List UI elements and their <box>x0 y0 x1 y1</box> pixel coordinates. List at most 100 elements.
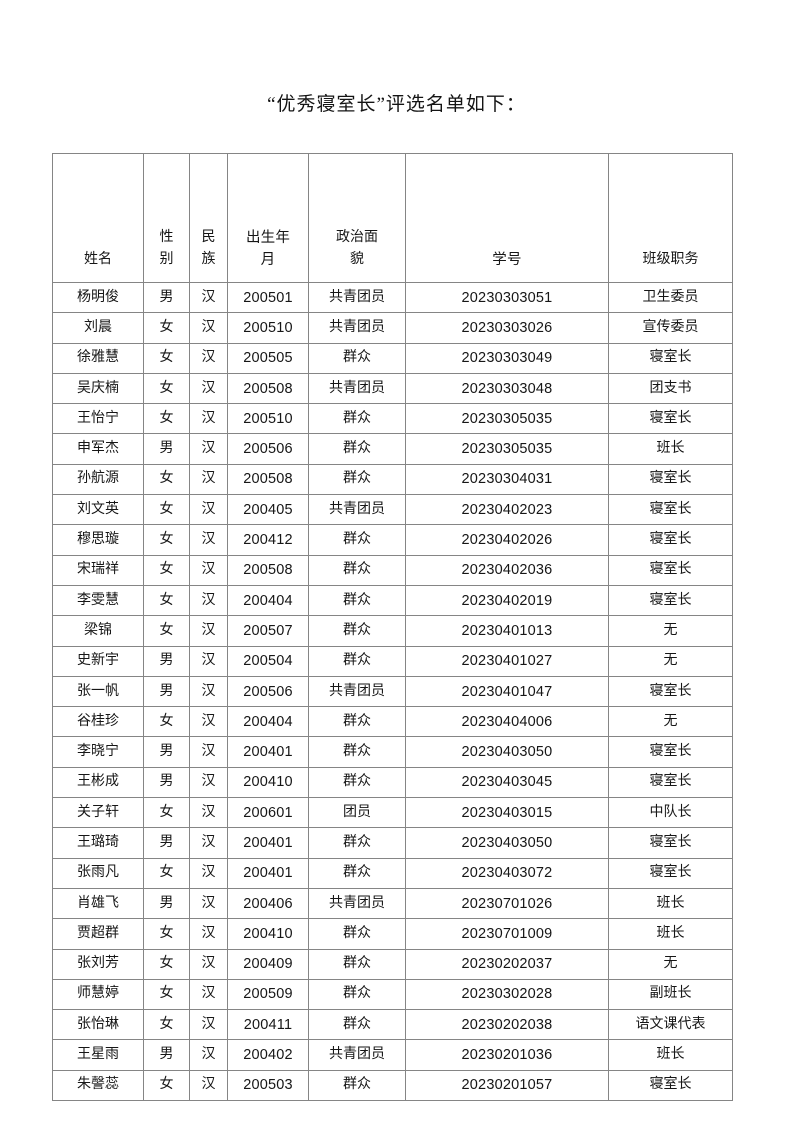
cell-student-id: 20230402019 <box>405 584 609 617</box>
cell-gender: 女 <box>143 524 190 556</box>
cell-political: 群众 <box>308 645 406 677</box>
table-row: 吴庆楠女汉 200508 共青团员 20230303048 团支书 <box>52 372 733 405</box>
cell-birth: 200507 <box>227 615 309 647</box>
cell-position: 寝室长 <box>608 524 733 556</box>
cell-gender: 女 <box>143 372 190 405</box>
cell-ethnicity: 汉 <box>189 1039 228 1071</box>
cell-gender: 女 <box>143 554 190 586</box>
cell-birth: 200508 <box>227 463 309 496</box>
cell-birth: 200410 <box>227 918 309 950</box>
cell-birth: 200401 <box>227 857 309 889</box>
cell-gender: 女 <box>143 978 190 1011</box>
cell-name: 杨明俊 <box>52 281 144 314</box>
cell-ethnicity: 汉 <box>189 797 228 829</box>
cell-name: 刘文英 <box>52 494 144 526</box>
cell-ethnicity: 汉 <box>189 857 228 889</box>
cell-name: 申军杰 <box>52 433 144 465</box>
table-row: 肖雄飞男汉 200406 共青团员 20230701026 班长 <box>52 887 733 920</box>
table-row: 杨明俊男汉 200501 共青团员 20230303051 卫生委员 <box>52 281 733 314</box>
cell-ethnicity: 汉 <box>189 312 228 344</box>
header-cell-student-id: 学号 <box>405 153 609 283</box>
cell-student-id: 20230701009 <box>405 918 609 950</box>
cell-position: 寝室长 <box>608 342 733 374</box>
header-cell-gender: 性 别 <box>143 153 190 283</box>
cell-ethnicity: 汉 <box>189 1009 228 1041</box>
table-row: 史新宇男汉 200504 群众 20230401027 无 <box>52 645 733 677</box>
cell-name: 王璐琦 <box>52 827 144 859</box>
cell-birth: 200401 <box>227 827 309 859</box>
table-row: 王彬成男汉 200410 群众 20230403045 寝室长 <box>52 766 733 799</box>
cell-ethnicity: 汉 <box>189 342 228 374</box>
table-row: 李雯慧女汉 200404 群众 20230402019 寝室长 <box>52 584 733 617</box>
table-row: 朱謦蕊女汉 200503 群众 20230201057 寝室长 <box>52 1069 733 1102</box>
cell-name: 梁锦 <box>52 615 144 647</box>
cell-political: 共青团员 <box>308 494 406 526</box>
cell-student-id: 20230403072 <box>405 857 609 889</box>
cell-gender: 女 <box>143 857 190 889</box>
table-row: 谷桂珍女汉 200404 群众 20230404006 无 <box>52 706 733 738</box>
cell-position: 寝室长 <box>608 766 733 799</box>
cell-student-id: 20230305035 <box>405 433 609 465</box>
table-row: 孙航源女汉 200508 群众 20230304031 寝室长 <box>52 463 733 496</box>
cell-position: 班长 <box>608 918 733 950</box>
header-cell-birth: 出生年 月 <box>227 153 309 283</box>
cell-name: 张一帆 <box>52 675 144 708</box>
cell-birth: 200506 <box>227 675 309 708</box>
cell-political: 群众 <box>308 554 406 586</box>
cell-political: 群众 <box>308 342 406 374</box>
cell-gender: 女 <box>143 1009 190 1041</box>
cell-ethnicity: 汉 <box>189 554 228 586</box>
table-row: 王星雨男汉 200402 共青团员 20230201036 班长 <box>52 1039 733 1071</box>
table-row: 张怡琳女汉 200411 群众 20230202038 语文课代表 <box>52 1009 733 1041</box>
cell-position: 寝室长 <box>608 675 733 708</box>
cell-political: 群众 <box>308 857 406 889</box>
cell-position: 班长 <box>608 433 733 465</box>
cell-position: 寝室长 <box>608 1069 733 1102</box>
cell-name: 师慧婷 <box>52 978 144 1011</box>
cell-political: 群众 <box>308 948 406 980</box>
cell-birth: 200405 <box>227 494 309 526</box>
cell-name: 李雯慧 <box>52 584 144 617</box>
table-row: 张刘芳女汉 200409 群众 20230202037 无 <box>52 948 733 980</box>
cell-position: 无 <box>608 948 733 980</box>
cell-ethnicity: 汉 <box>189 887 228 920</box>
cell-ethnicity: 汉 <box>189 978 228 1011</box>
cell-gender: 女 <box>143 494 190 526</box>
cell-gender: 女 <box>143 342 190 374</box>
cell-ethnicity: 汉 <box>189 463 228 496</box>
cell-birth: 200501 <box>227 281 309 314</box>
cell-position: 团支书 <box>608 372 733 405</box>
header-cell-ethnicity: 民 族 <box>189 153 228 283</box>
cell-gender: 男 <box>143 827 190 859</box>
cell-ethnicity: 汉 <box>189 584 228 617</box>
cell-student-id: 20230402026 <box>405 524 609 556</box>
cell-birth: 200601 <box>227 797 309 829</box>
cell-student-id: 20230401047 <box>405 675 609 708</box>
table-row: 王怡宁女汉 200510 群众 20230305035 寝室长 <box>52 403 733 435</box>
cell-birth: 200504 <box>227 645 309 677</box>
cell-gender: 女 <box>143 1069 190 1102</box>
cell-name: 王怡宁 <box>52 403 144 435</box>
cell-position: 无 <box>608 706 733 738</box>
cell-position: 语文课代表 <box>608 1009 733 1041</box>
roster-table: 姓名性 别民 族出生年 月政治面 貌学号 班级职务 杨明俊男汉 200501 共青团员… <box>52 153 733 1102</box>
cell-political: 群众 <box>308 403 406 435</box>
table-row: 申军杰男汉 200506 群众 20230305035 班长 <box>52 433 733 465</box>
cell-birth: 200508 <box>227 372 309 405</box>
cell-birth: 200411 <box>227 1009 309 1041</box>
cell-ethnicity: 汉 <box>189 736 228 768</box>
cell-birth: 200509 <box>227 978 309 1011</box>
cell-gender: 男 <box>143 887 190 920</box>
cell-student-id: 20230305035 <box>405 403 609 435</box>
cell-gender: 男 <box>143 675 190 708</box>
cell-name: 吴庆楠 <box>52 372 144 405</box>
cell-political: 群众 <box>308 584 406 617</box>
table-row: 梁锦女汉 200507 群众 20230401013 无 <box>52 615 733 647</box>
cell-position: 副班长 <box>608 978 733 1011</box>
table-row: 张一帆男汉 200506 共青团员 20230401047 寝室长 <box>52 675 733 708</box>
cell-political: 群众 <box>308 433 406 465</box>
cell-ethnicity: 汉 <box>189 524 228 556</box>
cell-position: 班长 <box>608 887 733 920</box>
cell-name: 李晓宁 <box>52 736 144 768</box>
